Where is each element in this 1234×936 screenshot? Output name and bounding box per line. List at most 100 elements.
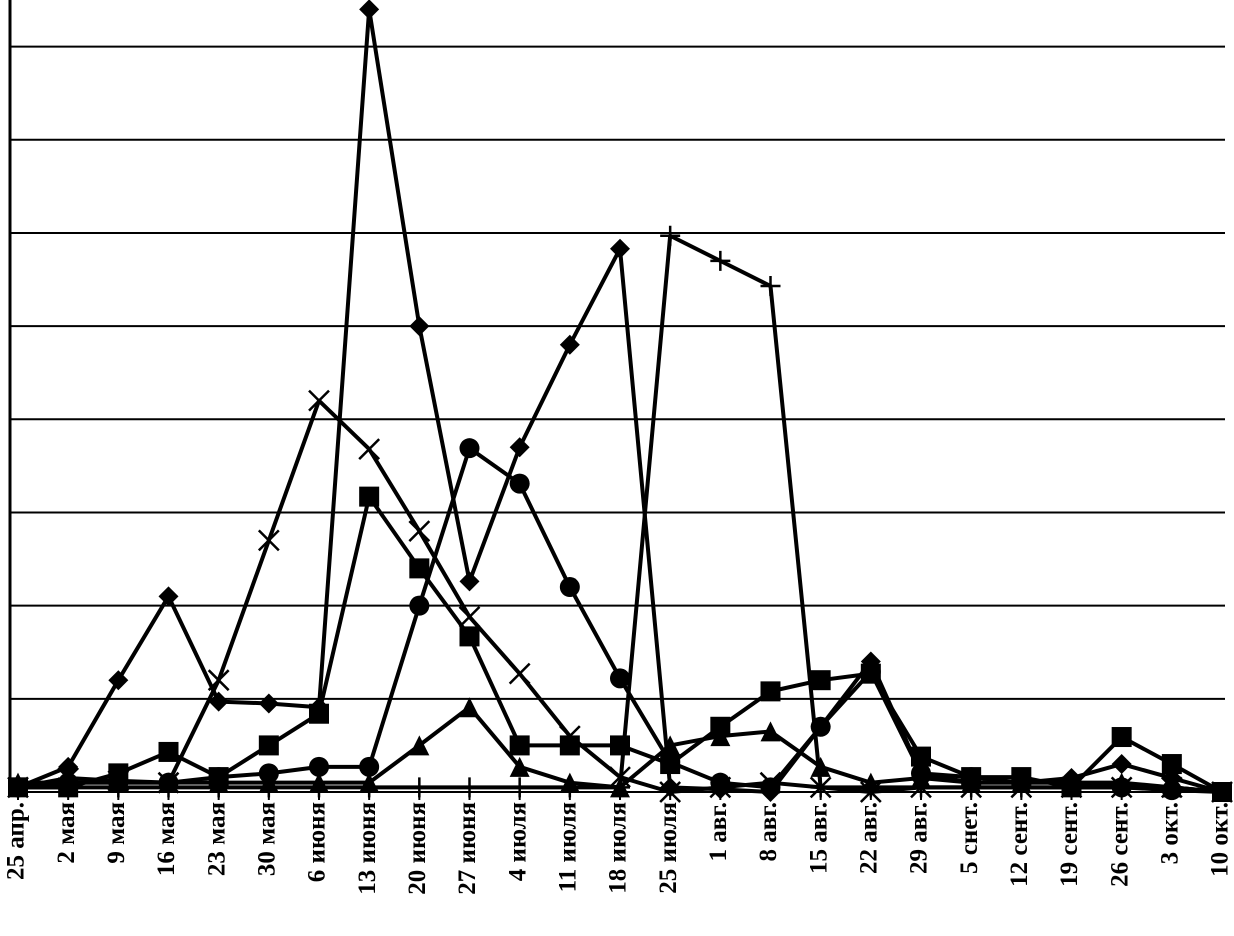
marker (660, 225, 681, 246)
x-tick-label: 27 июня (454, 802, 481, 895)
x-tick-label: 26 сент. (1106, 802, 1133, 887)
series-line (18, 233, 1223, 794)
marker (359, 756, 380, 777)
x-tick-label: 13 июня (354, 802, 381, 895)
marker (710, 250, 731, 271)
marker (257, 529, 280, 552)
marker (459, 697, 480, 718)
marker (710, 726, 731, 747)
marker (810, 716, 831, 737)
marker (660, 735, 681, 756)
marker (208, 772, 229, 793)
marker (509, 735, 530, 756)
marker (58, 772, 79, 793)
x-tick-label: 22 авг. (856, 802, 883, 874)
marker (359, 0, 380, 20)
marker (509, 777, 530, 798)
x-tick-label: 23 мая (203, 802, 230, 876)
marker (509, 437, 530, 458)
x-tick-label: 1 авг. (705, 802, 732, 862)
series-line (17, 398, 1223, 794)
marker (309, 756, 329, 777)
marker (610, 668, 630, 689)
x-tick-label: 19 сент. (1056, 802, 1083, 887)
marker (358, 438, 381, 460)
marker (509, 756, 530, 777)
marker (459, 777, 480, 798)
marker (760, 276, 781, 297)
marker (559, 577, 580, 598)
marker (309, 772, 329, 793)
marker (158, 586, 179, 607)
marker (158, 741, 179, 762)
marker (359, 772, 380, 793)
marker (207, 669, 230, 692)
marker (659, 781, 682, 803)
marker (258, 693, 279, 714)
marker (1111, 772, 1132, 793)
x-tick-label: 25 июля (655, 802, 682, 894)
marker (760, 777, 781, 798)
marker (409, 558, 430, 579)
marker (308, 389, 330, 412)
x-tick-label: 20 июня (404, 802, 431, 895)
marker (810, 756, 831, 777)
x-tick-label: 30 мая (254, 802, 281, 876)
x-tick-label: 5 снет. (956, 802, 983, 874)
marker (610, 735, 630, 756)
marker (258, 772, 279, 793)
x-tick-label: 9 мая (103, 802, 130, 864)
marker (459, 626, 480, 647)
x-tick-label: 15 авг. (805, 802, 832, 874)
marker (660, 752, 681, 773)
marker (208, 691, 229, 712)
marker (108, 772, 129, 793)
marker (760, 681, 781, 702)
marker (1161, 754, 1182, 775)
marker (1011, 772, 1032, 793)
x-tick-label: 11 июля (555, 802, 582, 892)
marker (458, 605, 481, 628)
marker (258, 735, 279, 756)
marker (610, 777, 630, 798)
marker (409, 316, 430, 337)
marker (508, 662, 531, 685)
marker (108, 670, 129, 691)
x-tick-label: 10 окт. (1207, 802, 1234, 877)
x-tick-label: 29 авг. (906, 802, 933, 874)
marker (760, 721, 781, 742)
marker (409, 777, 430, 798)
x-tick-label: 25 апр. (3, 802, 30, 880)
marker (710, 772, 731, 793)
x-tick-label: 8 авг. (755, 802, 782, 862)
marker (961, 772, 982, 793)
marker (810, 777, 831, 798)
marker (359, 486, 380, 507)
marker (309, 703, 329, 724)
marker (509, 473, 530, 494)
x-tick-label: 2 мая (53, 802, 80, 864)
x-tick-label: 18 июля (605, 802, 632, 894)
marker (558, 725, 581, 747)
marker (1111, 754, 1132, 775)
x-tick-label: 12 сент. (1006, 802, 1033, 887)
marker (911, 768, 931, 789)
marker (158, 772, 179, 793)
x-tick-label: 3 окт. (1157, 802, 1184, 864)
marker (409, 735, 430, 756)
marker (409, 595, 430, 616)
marker (810, 670, 831, 691)
marker (1161, 777, 1182, 798)
marker (860, 772, 881, 793)
marker (1212, 782, 1232, 802)
marker (860, 661, 881, 682)
marker (610, 238, 630, 259)
marker (660, 777, 681, 798)
marker (459, 438, 480, 459)
marker (8, 772, 28, 793)
x-tick-label: 16 мая (153, 802, 180, 876)
marker (559, 334, 580, 355)
x-tick-label: 4 июля (504, 802, 531, 881)
marker (1061, 772, 1082, 793)
